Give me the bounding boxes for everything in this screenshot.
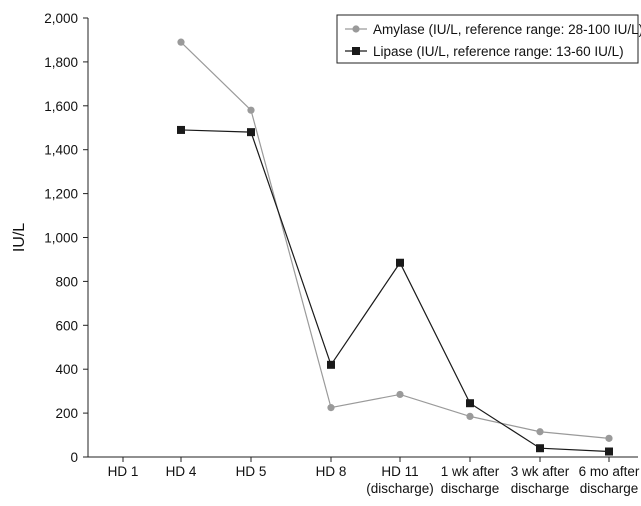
y-tick-label: 1,200 xyxy=(44,187,78,202)
data-point xyxy=(466,412,474,420)
data-point xyxy=(396,390,404,399)
y-tick-label: 600 xyxy=(55,318,78,333)
legend-marker-circle xyxy=(352,25,360,33)
x-tick-label: HD 1 xyxy=(108,464,139,479)
x-tick-label-line: 1 wk after xyxy=(441,464,500,479)
y-tick-label: 800 xyxy=(55,274,78,289)
y-tick-label: 1,000 xyxy=(44,231,78,246)
y-axis-title: IU/L xyxy=(11,223,28,252)
series-layer xyxy=(177,38,613,456)
x-tick-label-line: discharge xyxy=(580,481,639,496)
series-line xyxy=(180,41,610,439)
data-point xyxy=(536,444,544,453)
x-tick-label: 6 mo after discharge xyxy=(579,464,640,496)
x-tick-label-line: 3 wk after xyxy=(511,464,570,479)
data-point xyxy=(327,360,335,369)
data-point xyxy=(396,258,404,267)
x-tick-label-line: 6 mo after xyxy=(579,464,640,479)
series-amylase xyxy=(177,38,613,442)
x-tick-label-line: (discharge) xyxy=(366,481,434,496)
x-tick-label-line: HD 4 xyxy=(166,464,197,479)
series-lipase xyxy=(177,125,613,456)
series-line xyxy=(180,129,610,453)
data-point xyxy=(605,434,613,442)
data-point xyxy=(177,125,185,134)
y-tick-label: 1,400 xyxy=(44,143,78,158)
y-tick-label: 2,000 xyxy=(44,11,78,26)
x-tick-label: HD 8 xyxy=(316,464,347,479)
data-point xyxy=(247,128,255,137)
legend: Amylase (IU/L, reference range: 28-100 I… xyxy=(336,14,641,64)
x-tick-label-line: HD 1 xyxy=(108,464,139,479)
x-tick-label: HD 11 (discharge) xyxy=(366,464,434,496)
y-tick-label: 1,600 xyxy=(44,99,78,114)
y-tick-label: 200 xyxy=(55,406,78,421)
axes: 0 200 400 600 800 1,000 1,200 1,400 1,600 1,800 2,… xyxy=(11,11,640,496)
data-point xyxy=(466,399,474,408)
y-tick-label: 400 xyxy=(55,362,78,377)
x-tick-label-line: HD 5 xyxy=(236,464,267,479)
data-point xyxy=(247,106,255,114)
x-tick-label-line: HD 8 xyxy=(316,464,347,479)
x-tick-label: 3 wk after discharge xyxy=(511,464,570,496)
x-tick-label-line: discharge xyxy=(511,481,570,496)
x-tick-label-line: discharge xyxy=(441,481,500,496)
y-tick-label: 0 xyxy=(70,450,78,465)
legend-box xyxy=(336,14,639,64)
x-tick-label-line: HD 11 xyxy=(381,464,418,479)
x-tick-label: HD 5 xyxy=(236,464,267,479)
legend-label: Lipase (IU/L, reference range: 13-60 IU/… xyxy=(373,44,624,59)
data-point xyxy=(177,38,185,46)
data-point xyxy=(536,428,544,436)
legend-marker-square xyxy=(352,47,360,55)
y-tick-label: 1,800 xyxy=(44,55,78,70)
x-tick-label: HD 4 xyxy=(166,464,197,479)
data-point xyxy=(327,404,335,412)
data-point xyxy=(605,447,613,456)
x-tick-label: 1 wk after discharge xyxy=(441,464,500,496)
legend-label: Amylase (IU/L, reference range: 28-100 I… xyxy=(373,22,641,37)
